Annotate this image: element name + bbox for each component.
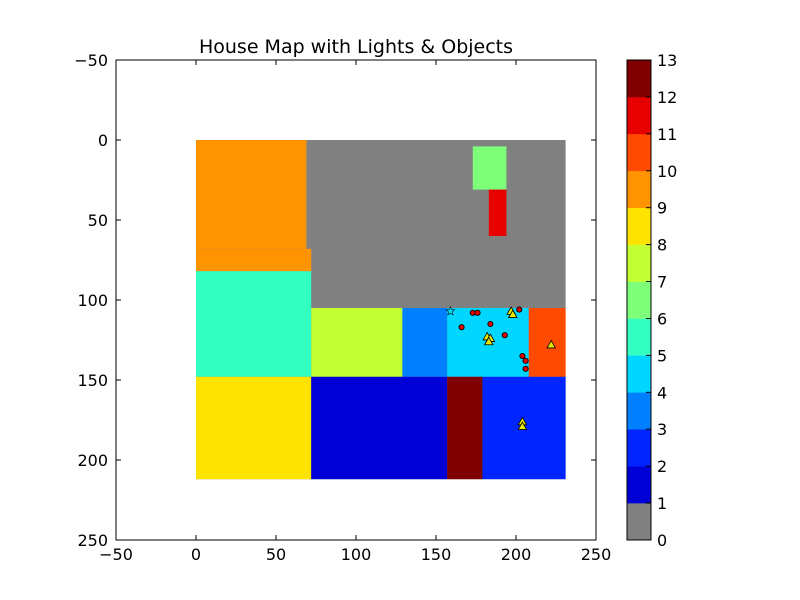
object-point-6 (519, 352, 526, 360)
colorbar-segment-7 (627, 244, 651, 282)
colorbar-segment-11 (627, 96, 651, 135)
colorbar-segment-5 (627, 318, 651, 356)
colorbar-frame (626, 59, 652, 541)
x-tick-label-5: 200 (501, 545, 532, 564)
object-point-8 (522, 365, 529, 372)
colorbar-tick-label-0: 0 (657, 531, 667, 550)
colorbar-segment-0 (627, 503, 651, 541)
colorbar-tick-label-3: 3 (657, 420, 667, 439)
x-tick-label-0: −50 (99, 545, 133, 564)
region-3-label-6 (472, 146, 507, 190)
region-5-label-5 (196, 271, 312, 377)
object-point-5 (516, 306, 523, 313)
colorbar-segment-8 (627, 207, 651, 245)
y-tick-label-2: 50 (88, 211, 108, 230)
colorbar-segment-9 (627, 170, 651, 208)
x-tick-label-1: 0 (191, 545, 201, 564)
x-tick-label-2: 50 (266, 545, 286, 564)
region-2-label-9 (196, 248, 312, 272)
object-point-4 (501, 332, 508, 339)
colorbar-segment-2 (627, 429, 651, 467)
colorbar-segment-1 (627, 466, 651, 504)
y-tick-label-6: 250 (77, 531, 108, 550)
colorbar-tick-label-8: 8 (657, 236, 667, 255)
x-tick-label-3: 100 (341, 545, 372, 564)
light-point-5 (546, 339, 557, 349)
y-tick-label-0: −50 (74, 51, 108, 70)
colorbar-tick-label-9: 9 (657, 199, 667, 218)
y-tick-label-4: 150 (77, 371, 108, 390)
chart-title: House Map with Lights & Objects (199, 36, 513, 58)
colorbar-tick-label-10: 10 (657, 162, 677, 181)
light-point-1 (507, 309, 518, 318)
region-6-label-7 (311, 308, 403, 377)
object-point-2 (458, 324, 465, 331)
colorbar-tick-label-2: 2 (657, 457, 667, 476)
object-point-3 (487, 320, 494, 328)
region-4-label-11 (488, 189, 507, 236)
colorbar-tick-label-7: 7 (657, 273, 667, 292)
light-point-7 (517, 421, 528, 430)
colorbar-tick-label-12: 12 (657, 88, 677, 107)
y-tick-label-5: 200 (77, 451, 108, 470)
x-tick-label-6: 250 (581, 545, 612, 564)
y-tick-label-3: 100 (77, 291, 108, 310)
colorbar-segment-4 (627, 355, 651, 393)
map-markers (445, 305, 557, 430)
region-11-label-1 (311, 376, 448, 480)
colorbar-segment-12 (627, 60, 651, 98)
region-9-label-10 (528, 308, 566, 377)
colorbar-tick-label-11: 11 (657, 125, 677, 144)
colorbar-segment-10 (627, 133, 651, 172)
x-tick-label-4: 150 (421, 545, 452, 564)
colorbar-tick-label-4: 4 (657, 383, 667, 402)
y-tick-label-1: 0 (98, 131, 108, 150)
colorbar-segment-6 (627, 281, 651, 319)
x-axis: −50 0 50 100 150 200 250 (99, 60, 611, 564)
colorbar-segment-3 (627, 392, 651, 430)
star-point-0 (445, 305, 456, 316)
light-point-4 (483, 336, 494, 346)
colorbar-tick-label-1: 1 (657, 494, 667, 513)
region-1-label-9 (196, 140, 307, 249)
object-point-7 (522, 357, 529, 364)
region-10-label-8 (196, 376, 312, 480)
object-point-1 (474, 309, 481, 316)
region-12-label-13 (447, 376, 483, 480)
colorbar-tick-label-5: 5 (657, 346, 667, 365)
region-7-label-3 (402, 308, 448, 377)
y-axis: −50 0 50 100 150 200 250 (74, 51, 596, 550)
colorbar-tick-label-13: 13 (657, 51, 677, 70)
colorbar-tick-label-6: 6 (657, 309, 667, 328)
